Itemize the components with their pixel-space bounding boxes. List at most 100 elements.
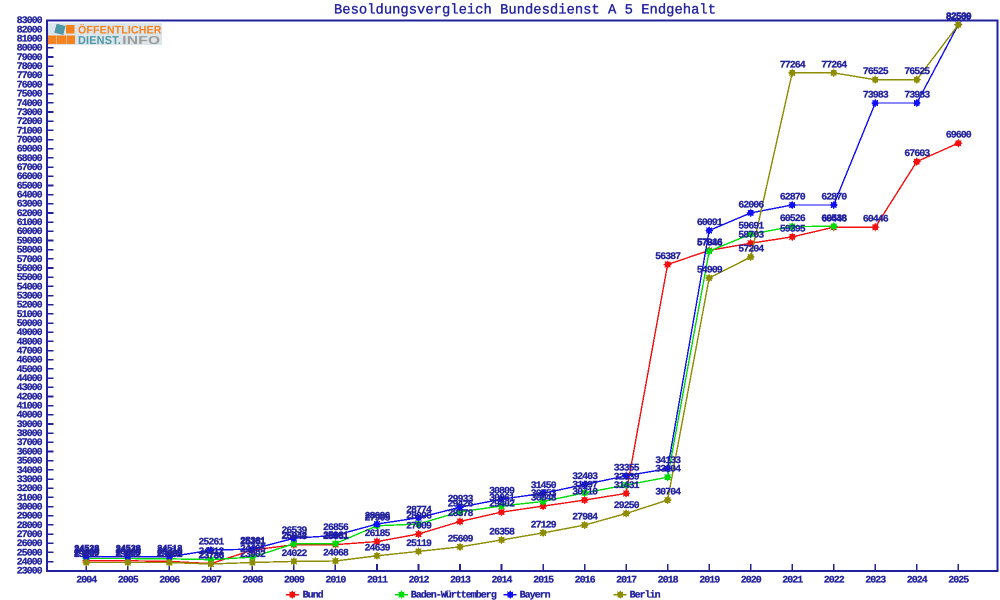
svg-text:27129: 27129 [531,520,557,531]
svg-text:57916: 57916 [697,238,723,249]
svg-text:29933: 29933 [447,495,473,506]
svg-text:33000: 33000 [17,475,43,486]
svg-text:30710: 30710 [572,488,598,499]
svg-text:59691: 59691 [738,222,764,233]
svg-text:24212: 24212 [198,547,224,558]
svg-text:30048: 30048 [531,494,557,505]
svg-text:2022: 2022 [824,576,845,587]
svg-text:24528: 24528 [115,544,141,555]
svg-text:24340: 24340 [74,546,100,557]
svg-text:25261: 25261 [198,538,224,549]
svg-text:DIENST.: DIENST. [78,35,121,47]
svg-text:Baden-Württemberg: Baden-Württemberg [411,590,497,600]
svg-text:68000: 68000 [17,154,43,165]
svg-text:2013: 2013 [450,576,471,587]
svg-text:31431: 31431 [614,481,640,492]
svg-text:54909: 54909 [697,266,723,277]
svg-text:30061: 30061 [489,494,515,505]
svg-text:76000: 76000 [17,80,43,91]
svg-text:56387: 56387 [655,252,681,263]
svg-text:25861: 25861 [323,532,349,543]
svg-text:28096: 28096 [406,512,432,523]
svg-text:23000: 23000 [17,567,43,578]
svg-text:49000: 49000 [17,328,43,339]
svg-text:31000: 31000 [17,493,43,504]
svg-text:58703: 58703 [738,231,764,242]
svg-text:83000: 83000 [17,16,43,27]
svg-text:INFO: INFO [122,35,160,47]
svg-text:73983: 73983 [904,91,930,102]
svg-text:29402: 29402 [489,500,515,511]
svg-text:27000: 27000 [17,530,43,541]
svg-text:23902: 23902 [115,550,141,561]
svg-text:2017: 2017 [616,576,637,587]
svg-text:24090: 24090 [74,548,100,559]
svg-text:27905: 27905 [364,513,390,524]
svg-text:58000: 58000 [17,246,43,257]
svg-text:51000: 51000 [17,310,43,321]
svg-text:2015: 2015 [533,576,554,587]
svg-text:45000: 45000 [17,365,43,376]
svg-text:62870: 62870 [780,193,806,204]
svg-text:2020: 2020 [741,576,762,587]
svg-text:23902: 23902 [240,550,266,561]
svg-text:2006: 2006 [159,576,180,587]
svg-text:26539: 26539 [281,526,307,537]
svg-text:2005: 2005 [118,576,139,587]
svg-text:23786: 23786 [198,551,224,562]
svg-text:69000: 69000 [17,145,43,156]
svg-text:50000: 50000 [17,319,43,330]
svg-text:73983: 73983 [863,91,889,102]
svg-text:25261: 25261 [240,538,266,549]
svg-text:26358: 26358 [489,528,515,539]
svg-text:63000: 63000 [17,200,43,211]
svg-text:28774: 28774 [406,505,432,516]
svg-text:2010: 2010 [325,576,346,587]
svg-text:78000: 78000 [17,62,43,73]
svg-text:24020: 24020 [157,549,183,560]
svg-text:2008: 2008 [242,576,263,587]
svg-text:30809: 30809 [489,487,515,498]
svg-text:47000: 47000 [17,347,43,358]
svg-text:74000: 74000 [17,99,43,110]
svg-text:24090: 24090 [115,548,141,559]
svg-text:2007: 2007 [201,576,222,587]
svg-text:29426: 29426 [447,499,473,510]
svg-text:2004: 2004 [76,576,97,587]
svg-text:71000: 71000 [17,126,43,137]
svg-text:24000: 24000 [17,558,43,569]
svg-text:26000: 26000 [17,539,43,550]
svg-text:24528: 24528 [74,544,100,555]
svg-text:26185: 26185 [364,529,390,540]
svg-text:42000: 42000 [17,392,43,403]
svg-text:Bayern: Bayern [520,591,551,600]
svg-text:67603: 67603 [904,149,930,160]
svg-text:55000: 55000 [17,273,43,284]
svg-text:64000: 64000 [17,191,43,202]
svg-text:34000: 34000 [17,466,43,477]
svg-text:24495: 24495 [240,545,266,556]
svg-text:24512: 24512 [157,544,183,555]
svg-text:23902: 23902 [157,550,183,561]
svg-text:32339: 32339 [614,473,640,484]
svg-text:23736: 23736 [198,552,224,563]
svg-text:76525: 76525 [863,67,889,78]
svg-text:2023: 2023 [865,576,886,587]
svg-text:24639: 24639 [364,543,390,554]
svg-text:77000: 77000 [17,71,43,82]
svg-text:43000: 43000 [17,383,43,394]
svg-text:67000: 67000 [17,163,43,174]
svg-text:60446: 60446 [863,215,889,226]
svg-text:2009: 2009 [284,576,305,587]
svg-text:57000: 57000 [17,255,43,266]
svg-text:25944: 25944 [281,531,307,542]
svg-text:60538: 60538 [821,214,847,225]
svg-text:25961: 25961 [323,531,349,542]
svg-text:36000: 36000 [17,447,43,458]
svg-text:33204: 33204 [655,465,681,476]
svg-text:25609: 25609 [447,534,473,545]
svg-text:73000: 73000 [17,108,43,119]
svg-text:61000: 61000 [17,218,43,229]
svg-text:82530: 82530 [946,12,972,23]
svg-text:32000: 32000 [17,484,43,495]
